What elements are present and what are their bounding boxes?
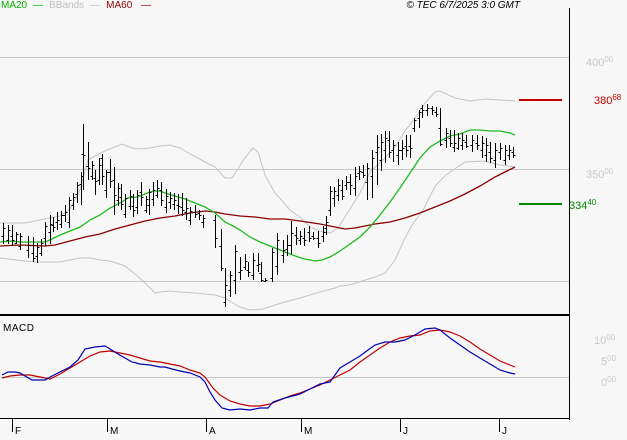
legend-bbands: BBands —	[49, 0, 101, 11]
macd-label-0: 000	[601, 375, 617, 389]
month-label-mar: M	[110, 426, 119, 437]
price-label-400: 40000	[586, 55, 614, 69]
ma60-line	[0, 166, 516, 247]
macd-title: MACD	[3, 323, 35, 334]
month-label-jul: J	[502, 426, 507, 437]
macd-label-1000: 1000	[594, 333, 616, 347]
month-label-jun: J	[403, 426, 408, 437]
price-bars	[1, 104, 516, 307]
macd-label-500: 500	[601, 354, 617, 368]
macd-line	[1, 327, 516, 411]
month-ticks	[12, 419, 500, 432]
month-label-may: M	[304, 426, 313, 437]
price-gridlines	[0, 57, 569, 378]
ma20-line	[0, 129, 516, 262]
resistance-value: 38068	[594, 93, 622, 107]
bollinger-bands	[0, 90, 516, 311]
support-value: 33440	[569, 198, 597, 212]
macd-signal-line	[1, 329, 516, 407]
month-label-apr: A	[209, 426, 216, 437]
legend-ma20: MA20—	[1, 0, 44, 11]
month-label-feb: F	[15, 426, 22, 437]
copyright-timestamp: © TEC 6/7/2025 3:0 GMT	[406, 0, 520, 11]
legend-ma60: MA60 —	[106, 0, 152, 11]
price-label-350: 35000	[586, 167, 614, 181]
chart-legend: MA20— BBands — MA60 —	[1, 0, 157, 12]
